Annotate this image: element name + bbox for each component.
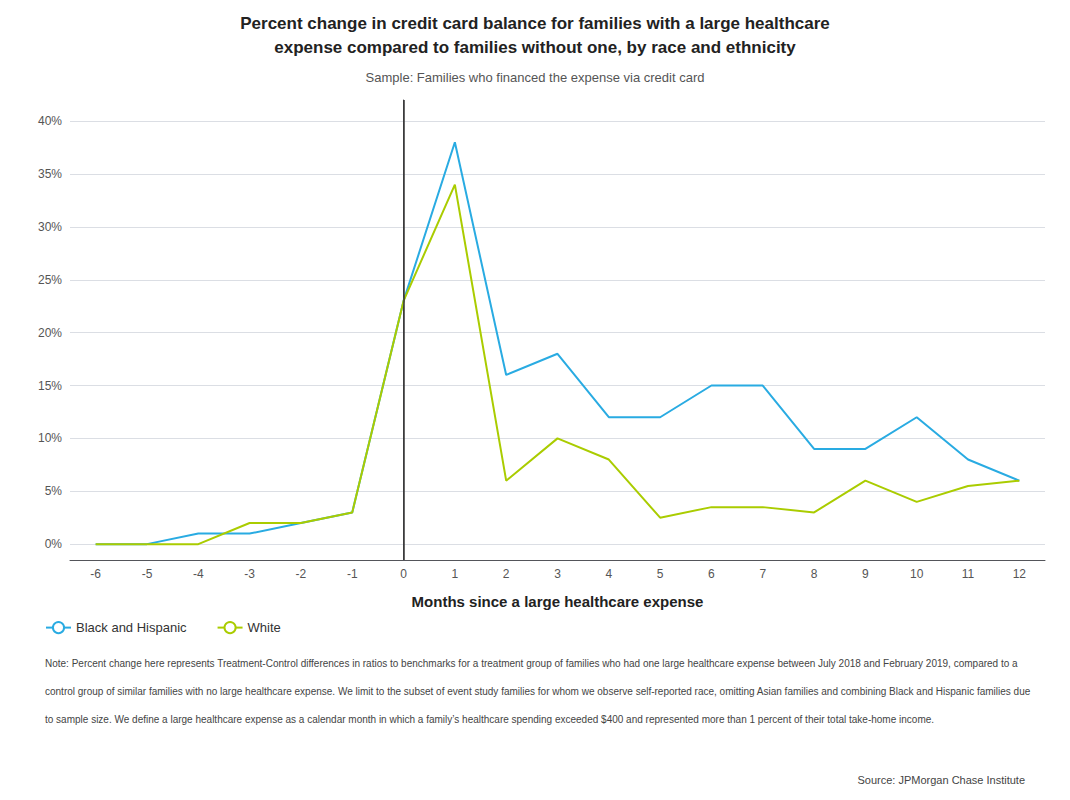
svg-text:to sample size. We define a la: to sample size. We define a large health…	[45, 714, 934, 725]
svg-text:-5: -5	[142, 567, 153, 581]
svg-text:15%: 15%	[38, 379, 62, 393]
svg-text:8: 8	[811, 567, 818, 581]
svg-text:4: 4	[605, 567, 612, 581]
svg-text:Sample: Families who financed: Sample: Families who financed the expens…	[366, 70, 705, 85]
svg-text:12: 12	[1013, 567, 1027, 581]
svg-text:control group of similar famil: control group of similar families with n…	[45, 686, 1031, 697]
svg-text:10%: 10%	[38, 431, 62, 445]
svg-text:7: 7	[759, 567, 766, 581]
svg-text:40%: 40%	[38, 114, 62, 128]
svg-text:1: 1	[452, 567, 459, 581]
svg-text:5: 5	[657, 567, 664, 581]
svg-text:11: 11	[962, 567, 975, 581]
svg-text:35%: 35%	[38, 167, 62, 181]
svg-text:Months since a large healthcar: Months since a large healthcare expense	[412, 593, 704, 610]
svg-text:10: 10	[910, 567, 924, 581]
svg-text:-4: -4	[193, 567, 204, 581]
svg-text:-1: -1	[347, 567, 358, 581]
svg-text:-6: -6	[90, 567, 101, 581]
svg-text:-2: -2	[296, 567, 307, 581]
svg-text:expense compared to families w: expense compared to families without one…	[274, 38, 796, 57]
svg-text:30%: 30%	[38, 220, 62, 234]
svg-text:20%: 20%	[38, 326, 62, 340]
svg-text:9: 9	[862, 567, 869, 581]
svg-text:0%: 0%	[45, 537, 63, 551]
svg-text:5%: 5%	[45, 484, 63, 498]
svg-text:6: 6	[708, 567, 715, 581]
svg-text:0: 0	[400, 567, 407, 581]
svg-text:2: 2	[503, 567, 510, 581]
svg-text:White: White	[248, 620, 281, 635]
svg-text:Percent change in credit card: Percent change in credit card balance fo…	[240, 14, 830, 33]
svg-text:-3: -3	[244, 567, 255, 581]
svg-text:3: 3	[554, 567, 561, 581]
svg-text:25%: 25%	[38, 273, 62, 287]
svg-text:Black and Hispanic: Black and Hispanic	[76, 620, 187, 635]
svg-text:Source: JPMorgan Chase Institu: Source: JPMorgan Chase Institute	[857, 774, 1025, 786]
svg-text:Note: Percent change here repr: Note: Percent change here represents Tre…	[45, 658, 1018, 669]
